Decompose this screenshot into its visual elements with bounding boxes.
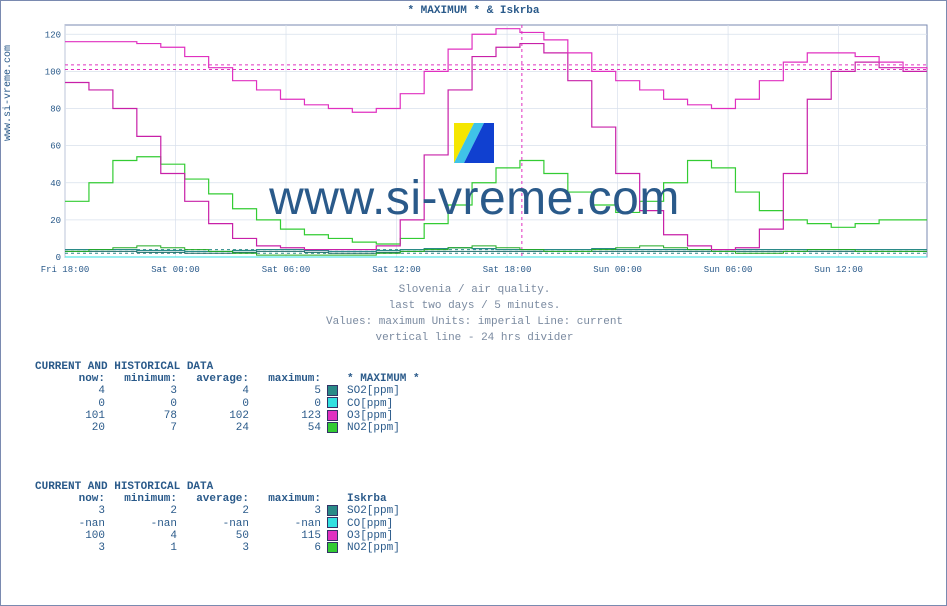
x-tick-label: Sun 12:00 (814, 265, 863, 275)
color-swatch (327, 505, 338, 516)
cell-value: 6 (251, 542, 323, 554)
series-title: * MAXIMUM * (341, 373, 422, 385)
table-row: 0000CO[ppm] (35, 397, 422, 409)
data-table-maximum: CURRENT AND HISTORICAL DATAnow:minimum:a… (35, 361, 535, 435)
series-label: O3[ppm] (341, 410, 422, 422)
cell-value: 20 (35, 422, 107, 434)
svg-text:40: 40 (50, 179, 61, 189)
col-header: now: (35, 493, 107, 505)
cell-value: 2 (107, 505, 179, 517)
subtitle-line: Slovenia / air quality. (1, 283, 947, 299)
color-swatch (327, 530, 338, 541)
svg-text:100: 100 (45, 67, 61, 77)
cell-value: 2 (179, 505, 251, 517)
cell-value: -nan (179, 517, 251, 529)
series-title: Iskrba (341, 493, 402, 505)
color-swatch (327, 517, 338, 528)
table-row: 3223SO2[ppm] (35, 505, 402, 517)
svg-text:120: 120 (45, 30, 61, 40)
svg-text:80: 80 (50, 105, 61, 115)
cell-value: 4 (107, 530, 179, 542)
x-tick-label: Sat 00:00 (151, 265, 200, 275)
subtitle-line: last two days / 5 minutes. (1, 299, 947, 315)
side-url: www.si-vreme.com (3, 45, 14, 141)
table-row: 4345SO2[ppm] (35, 385, 422, 397)
chart-title: * MAXIMUM * & Iskrba (1, 1, 946, 17)
cell-value: 102 (179, 410, 251, 422)
x-tick-label: Sat 18:00 (483, 265, 532, 275)
col-header: minimum: (107, 493, 179, 505)
table-row: 2072454 NO2[ppm] (35, 422, 422, 434)
cell-value: 78 (107, 410, 179, 422)
chart-subtitle: Slovenia / air quality. last two days / … (1, 283, 947, 347)
col-header: minimum: (107, 373, 179, 385)
cell-value: 123 (251, 410, 323, 422)
cell-value: 5 (251, 385, 323, 397)
table-title: CURRENT AND HISTORICAL DATA (35, 481, 535, 493)
cell-value: 3 (251, 505, 323, 517)
cell-value: 7 (107, 422, 179, 434)
cell-value: 3 (107, 385, 179, 397)
cell-value: 4 (179, 385, 251, 397)
cell-value: 115 (251, 530, 323, 542)
col-header: maximum: (251, 493, 323, 505)
table-row: 10178102123 O3[ppm] (35, 410, 422, 422)
cell-value: 0 (35, 397, 107, 409)
series-label: SO2[ppm] (341, 385, 422, 397)
cell-value: 3 (35, 542, 107, 554)
col-header: now: (35, 373, 107, 385)
cell-value: 54 (251, 422, 323, 434)
cell-value: 24 (179, 422, 251, 434)
color-swatch (327, 397, 338, 408)
series-label: CO[ppm] (341, 397, 422, 409)
cell-value: 50 (179, 530, 251, 542)
subtitle-line: vertical line - 24 hrs divider (1, 331, 947, 347)
cell-value: 3 (179, 542, 251, 554)
watermark-logo (454, 123, 494, 163)
table-row: -nan-nan-nan-nanCO[ppm] (35, 517, 402, 529)
color-swatch (327, 385, 338, 396)
series-label: NO2[ppm] (341, 542, 402, 554)
col-header: average: (179, 373, 251, 385)
series-label: O3[ppm] (341, 530, 402, 542)
cell-value: 0 (251, 397, 323, 409)
cell-value: -nan (107, 517, 179, 529)
svg-text:60: 60 (50, 142, 61, 152)
x-tick-label: Fri 18:00 (41, 265, 90, 275)
color-swatch (327, 410, 338, 421)
col-header: maximum: (251, 373, 323, 385)
cell-value: 100 (35, 530, 107, 542)
cell-value: -nan (35, 517, 107, 529)
chart-container: www.si-vreme.com * MAXIMUM * & Iskrba 0 2… (0, 0, 947, 606)
table-row: 3136NO2[ppm] (35, 542, 402, 554)
color-swatch (327, 542, 338, 553)
x-tick-label: Sun 06:00 (704, 265, 753, 275)
table-row: 100450115 O3[ppm] (35, 530, 402, 542)
cell-value: 4 (35, 385, 107, 397)
series-label: CO[ppm] (341, 517, 402, 529)
cell-value: 3 (35, 505, 107, 517)
cell-value: 1 (107, 542, 179, 554)
cell-value: 0 (107, 397, 179, 409)
cell-value: -nan (251, 517, 323, 529)
svg-text:0: 0 (56, 253, 61, 263)
cell-value: 0 (179, 397, 251, 409)
series-label: NO2[ppm] (341, 422, 422, 434)
data-table-iskrba: CURRENT AND HISTORICAL DATAnow:minimum:a… (35, 481, 535, 555)
col-header: average: (179, 493, 251, 505)
table-title: CURRENT AND HISTORICAL DATA (35, 361, 535, 373)
color-swatch (327, 422, 338, 433)
x-tick-label: Sun 00:00 (593, 265, 642, 275)
series-label: SO2[ppm] (341, 505, 402, 517)
x-axis-labels: Fri 18:00 Sat 00:00 Sat 06:00 Sat 12:00 Sat … (41, 265, 931, 279)
x-tick-label: Sat 06:00 (262, 265, 311, 275)
svg-text:20: 20 (50, 216, 61, 226)
cell-value: 101 (35, 410, 107, 422)
data-table: now:minimum:average:maximum: * MAXIMUM * 4… (35, 373, 422, 435)
data-table: now:minimum:average:maximum:Iskrba3223SO… (35, 493, 402, 555)
subtitle-line: Values: maximum Units: imperial Line: cu… (1, 315, 947, 331)
x-tick-label: Sat 12:00 (372, 265, 421, 275)
